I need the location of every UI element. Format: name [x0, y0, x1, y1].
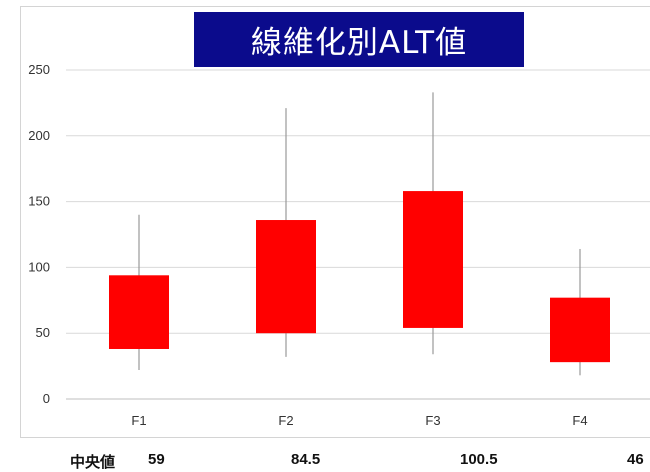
chart-frame — [20, 6, 650, 438]
median-value-f2: 84.5 — [291, 451, 321, 468]
chart-title: 線維化別ALT値 — [250, 25, 468, 61]
y-tick-label: 250 — [28, 62, 50, 77]
box-F3 — [403, 191, 463, 328]
y-tick-label: 200 — [28, 128, 50, 143]
median-label: 中央値 — [70, 454, 116, 471]
box-F4 — [550, 297, 610, 363]
box-F1 — [109, 275, 169, 349]
y-tick-label: 0 — [43, 391, 50, 406]
y-tick-label: 50 — [36, 325, 50, 340]
y-tick-label: 150 — [28, 194, 50, 209]
x-tick-label: F2 — [278, 413, 293, 428]
x-tick-label: F1 — [131, 413, 146, 428]
x-tick-label: F3 — [425, 413, 440, 428]
median-value-f3: 100.5 — [460, 451, 498, 468]
median-value-f4: 46 — [627, 451, 644, 468]
chart-title-box: 線維化別ALT値 — [194, 12, 524, 67]
y-tick-label: 100 — [28, 259, 50, 274]
median-value-f1: 59 — [148, 451, 165, 468]
x-tick-label: F4 — [572, 413, 587, 428]
box-F2 — [256, 220, 316, 334]
